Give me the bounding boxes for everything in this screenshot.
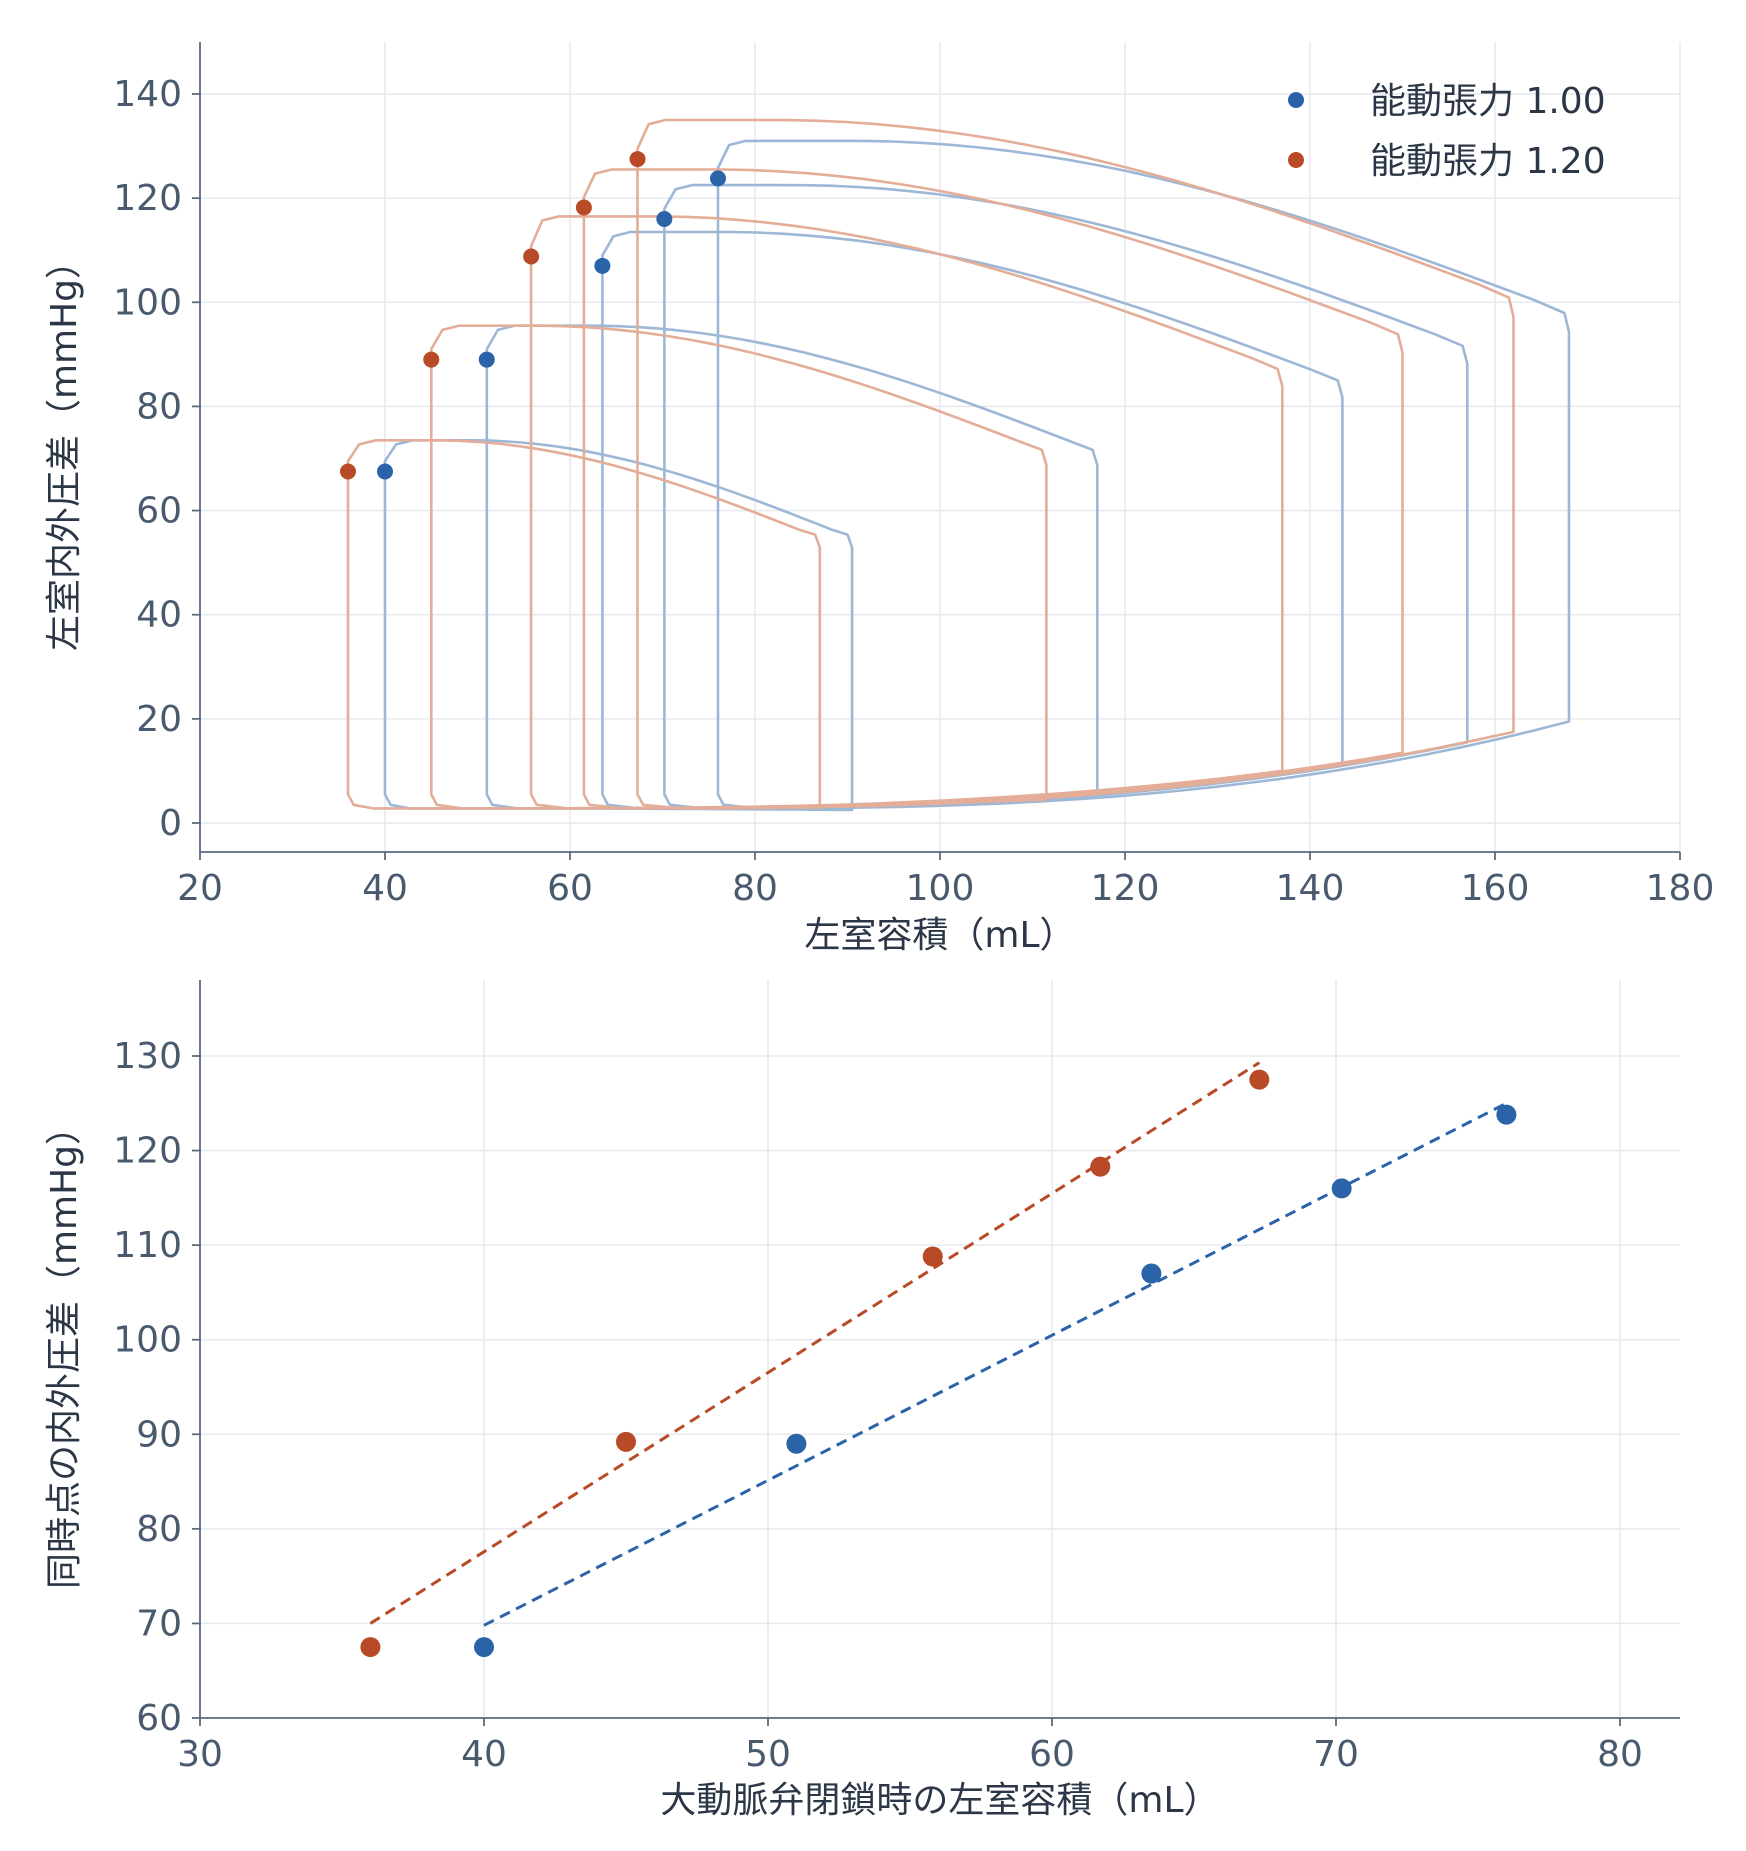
legend-marker-series-a <box>1288 92 1304 108</box>
bottom-x-tick-label-50: 50 <box>745 1734 791 1775</box>
pv-loop-s0-2 <box>601 230 1344 810</box>
scatter-point-s1-4 <box>1249 1069 1270 1090</box>
bottom-y-tick-label-70: 70 <box>136 1603 182 1644</box>
bottom-y-tick-label-60: 60 <box>136 1698 182 1739</box>
es-pressure-volume-chart: 30 40 50 60 70 80 60 70 80 90 100 110 120 130 大動脈弁閉鎖時… <box>44 980 1680 1821</box>
es-marker-s0-1 <box>478 351 495 368</box>
pv-loop-s0-3 <box>663 183 1469 810</box>
x-tick-label-80: 80 <box>732 868 778 909</box>
legend: 能動張力 1.00 能動張力 1.20 <box>1288 81 1606 182</box>
bottom-x-axis-label: 大動脈弁閉鎖時の左室容積（mL） <box>660 1780 1219 1821</box>
legend-marker-series-b <box>1288 152 1304 168</box>
legend-label-series-a: 能動張力 1.00 <box>1370 81 1606 122</box>
scatter-point-s0-3 <box>1331 1178 1352 1199</box>
es-marker-s1-3 <box>575 199 592 216</box>
es-marker-s0-0 <box>377 463 393 480</box>
es-marker-s1-2 <box>523 248 540 265</box>
bottom-y-tick-label-80: 80 <box>136 1509 182 1550</box>
top-x-axis-label: 左室容積（mL） <box>804 915 1075 956</box>
scatter-point-s1-1 <box>616 1431 636 1452</box>
y-tick-label-60: 60 <box>136 491 182 532</box>
x-tick-label-120: 120 <box>1091 868 1160 909</box>
scatter-point-s1-0 <box>360 1637 381 1658</box>
x-tick-label-20: 20 <box>177 868 223 909</box>
pv-loop-s1-4 <box>636 118 1515 810</box>
fit-line-s1 <box>369 1061 1261 1625</box>
end-systolic-markers <box>340 151 726 480</box>
bottom-y-tick-label-90: 90 <box>136 1414 182 1455</box>
pv-loop-s0-4 <box>716 139 1571 810</box>
pv-loop-chart: 20 40 60 80 100 120 140 160 180 0 20 40 60 80 100 120 14… <box>44 42 1714 956</box>
pv-loop-s0-1 <box>485 324 1099 810</box>
scatter-point-s0-1 <box>786 1433 807 1454</box>
bottom-y-tick-label-110: 110 <box>113 1225 182 1266</box>
pv-loops <box>346 118 1571 812</box>
pv-loop-s0-0 <box>383 439 854 812</box>
y-tick-label-20: 20 <box>136 699 182 740</box>
es-marker-s0-3 <box>656 210 673 227</box>
top-axes <box>192 42 1681 860</box>
scatter-point-s0-4 <box>1496 1104 1517 1125</box>
bottom-x-tick-label-70: 70 <box>1313 1734 1359 1775</box>
top-grid <box>199 42 1681 852</box>
scatter-point-s1-3 <box>1090 1156 1111 1177</box>
y-tick-label-0: 0 <box>159 803 182 844</box>
x-tick-label-100: 100 <box>906 868 975 909</box>
bottom-x-tick-label-40: 40 <box>461 1734 507 1775</box>
es-marker-s1-0 <box>340 463 356 480</box>
bottom-x-tick-label-80: 80 <box>1597 1734 1643 1775</box>
x-tick-label-140: 140 <box>1276 868 1345 909</box>
x-tick-label-180: 180 <box>1646 868 1715 909</box>
bottom-y-tick-label-100: 100 <box>113 1320 182 1361</box>
top-tick-labels: 20 40 60 80 100 120 140 160 180 0 20 40 60 80 100 120 14… <box>113 74 1714 909</box>
scatter-point-s0-2 <box>1141 1263 1162 1284</box>
y-tick-label-120: 120 <box>113 178 182 219</box>
x-tick-label-160: 160 <box>1461 868 1530 909</box>
legend-label-series-b: 能動張力 1.20 <box>1370 141 1606 182</box>
bottom-axes <box>192 980 1680 1726</box>
scatter-point-s0-0 <box>474 1637 494 1658</box>
scatter-points <box>360 1069 1517 1658</box>
es-marker-s0-2 <box>594 257 611 274</box>
bottom-x-tick-label-60: 60 <box>1029 1734 1075 1775</box>
x-tick-label-60: 60 <box>547 868 593 909</box>
bottom-y-tick-label-120: 120 <box>113 1131 182 1172</box>
bottom-y-tick-label-130: 130 <box>113 1036 182 1077</box>
bottom-tick-labels: 30 40 50 60 70 80 60 70 80 90 100 110 120 130 <box>113 1036 1643 1775</box>
x-tick-label-40: 40 <box>362 868 408 909</box>
y-tick-label-40: 40 <box>136 595 182 636</box>
y-tick-label-100: 100 <box>113 282 182 323</box>
y-tick-label-80: 80 <box>136 386 182 427</box>
bottom-grid <box>199 980 1680 1719</box>
bottom-x-tick-label-30: 30 <box>177 1734 223 1775</box>
top-y-axis-label: 左室内外圧差（mmHg） <box>44 243 85 651</box>
y-tick-label-140: 140 <box>113 74 182 115</box>
scatter-point-s1-2 <box>922 1246 943 1267</box>
fit-line-s0 <box>483 1101 1508 1627</box>
es-marker-s1-4 <box>629 151 646 168</box>
es-marker-s1-1 <box>423 351 440 368</box>
bottom-y-axis-label: 同時点の内外圧差（mmHg） <box>44 1109 85 1589</box>
es-marker-s0-4 <box>710 170 726 187</box>
